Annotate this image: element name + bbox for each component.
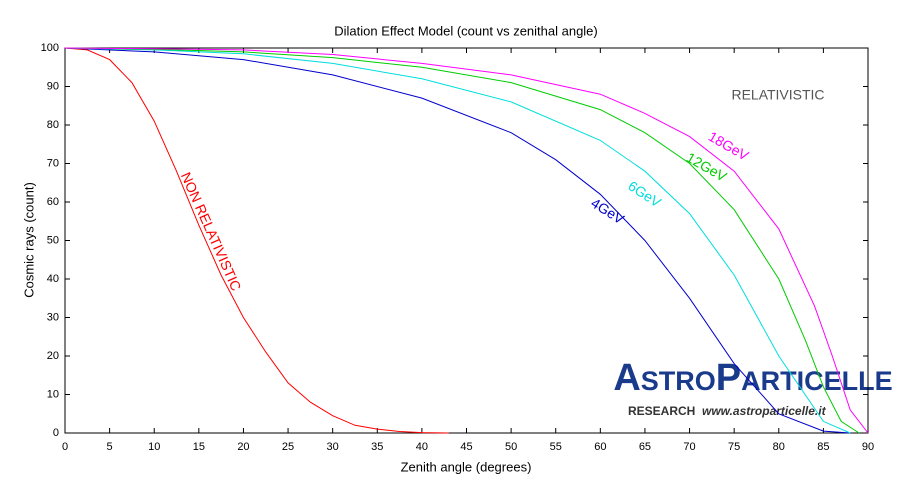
series-label: 4GeV: [588, 195, 627, 228]
chart-title: Dilation Effect Model (count vs zenithal…: [334, 23, 598, 38]
x-axis-label: Zenith angle (degrees): [401, 459, 532, 474]
series-line: [64, 47, 860, 434]
x-tick-label: 5: [107, 441, 113, 453]
x-tick-label: 0: [62, 441, 68, 453]
series-label: 6GeV: [625, 177, 664, 210]
logo-url: www.astroparticelle.it: [702, 404, 827, 418]
y-tick-label: 0: [53, 427, 59, 439]
x-tick-label: 75: [728, 441, 740, 453]
x-tick-label: 55: [550, 441, 562, 453]
x-tick-label: 50: [505, 441, 517, 453]
series-label: 18GeV: [706, 128, 752, 164]
annotation: RELATIVISTIC: [731, 87, 824, 103]
series-line: [64, 47, 869, 434]
x-tick-label: 40: [416, 441, 428, 453]
y-tick-label: 50: [47, 234, 59, 246]
x-tick-label: 65: [639, 441, 651, 453]
y-tick-label: 40: [47, 273, 59, 285]
x-tick-label: 70: [683, 441, 695, 453]
y-tick-label: 100: [41, 42, 59, 54]
x-tick-label: 90: [862, 441, 874, 453]
x-tick-label: 80: [773, 441, 785, 453]
x-tick-label: 10: [148, 441, 160, 453]
x-tick-label: 60: [594, 441, 606, 453]
series-line: [64, 47, 851, 434]
y-tick-label: 80: [47, 119, 59, 131]
y-tick-label: 10: [47, 388, 59, 400]
y-axis-label: Cosmic rays (count): [21, 182, 36, 298]
series-label: NON RELATIVISTIC: [178, 170, 245, 294]
logo-sub: RESEARCH: [628, 404, 695, 418]
y-tick-label: 70: [47, 157, 59, 169]
x-tick-label: 85: [817, 441, 829, 453]
logo-text: AstroParticelle: [613, 357, 892, 399]
y-tick-label: 60: [47, 196, 59, 208]
y-tick-label: 20: [47, 350, 59, 362]
x-tick-label: 15: [193, 441, 205, 453]
x-tick-label: 45: [460, 441, 472, 453]
x-tick-label: 20: [237, 441, 249, 453]
x-tick-label: 35: [371, 441, 383, 453]
y-tick-label: 90: [47, 80, 59, 92]
series-label: 12GeV: [684, 149, 730, 185]
series-line: [64, 47, 851, 434]
x-tick-label: 25: [282, 441, 294, 453]
series-line: [64, 47, 449, 434]
x-tick-label: 30: [327, 441, 339, 453]
y-tick-label: 30: [47, 311, 59, 323]
